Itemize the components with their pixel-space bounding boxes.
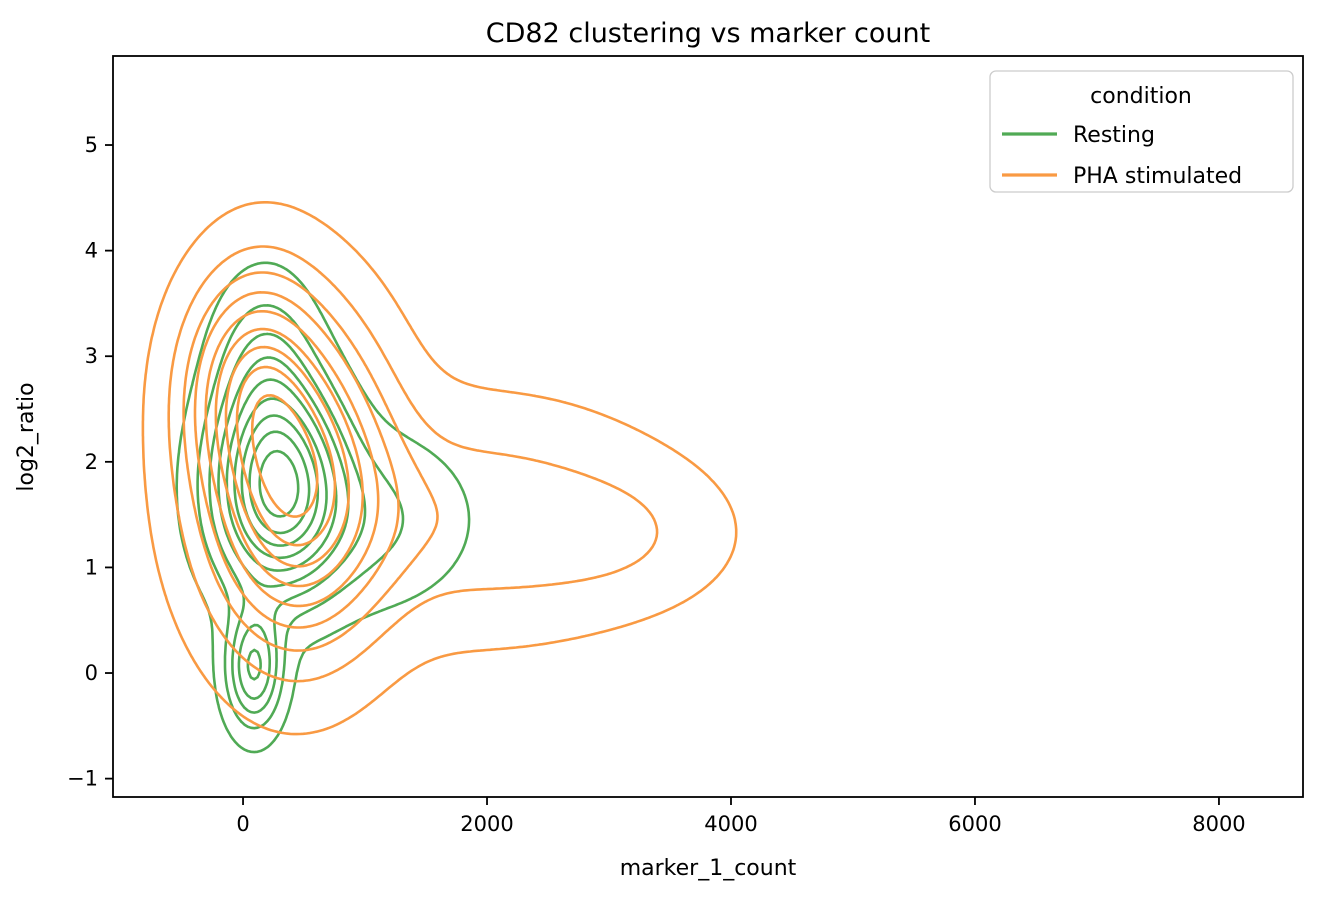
y-axis-label: log2_ratio bbox=[14, 382, 39, 491]
contour-line bbox=[204, 310, 380, 608]
legend-title: condition bbox=[1090, 84, 1192, 109]
y-tick-label: 0 bbox=[85, 661, 98, 685]
contour-line bbox=[141, 201, 738, 736]
contour-line bbox=[214, 327, 364, 588]
y-axis-ticks: −1 0 1 2 3 4 5 bbox=[67, 133, 113, 791]
contour-line bbox=[224, 345, 351, 568]
legend-label-resting: Resting bbox=[1073, 123, 1155, 148]
chart-title: CD82 clustering vs marker count bbox=[486, 18, 930, 49]
contour-line bbox=[193, 291, 400, 629]
y-tick-label: 2 bbox=[85, 450, 98, 474]
contour-group-pha-stimulated bbox=[141, 201, 738, 736]
x-tick-label: 0 bbox=[236, 812, 249, 836]
x-tick-label: 6000 bbox=[948, 812, 1001, 836]
x-axis-ticks: 0 2000 4000 6000 8000 bbox=[236, 797, 1246, 836]
contour-line bbox=[196, 304, 405, 730]
contour-line bbox=[182, 271, 439, 652]
contour-line bbox=[258, 449, 300, 518]
plot-area-border bbox=[112, 55, 1304, 798]
x-tick-label: 4000 bbox=[704, 812, 757, 836]
x-axis-label: marker_1_count bbox=[620, 856, 797, 881]
contour-line bbox=[208, 332, 367, 714]
contour-line bbox=[235, 365, 337, 547]
x-tick-label: 2000 bbox=[460, 812, 513, 836]
contour-line bbox=[248, 430, 311, 535]
contour-line bbox=[250, 394, 319, 518]
legend: condition Resting PHA stimulated bbox=[989, 70, 1294, 193]
y-tick-label: 5 bbox=[85, 133, 98, 157]
contour-line bbox=[217, 356, 350, 700]
y-tick-label: 4 bbox=[85, 239, 98, 263]
contour-line bbox=[167, 245, 659, 683]
y-tick-label: 1 bbox=[85, 555, 98, 579]
x-tick-label: 8000 bbox=[1192, 812, 1245, 836]
legend-label-pha-stimulated: PHA stimulated bbox=[1073, 164, 1242, 189]
contour-line bbox=[175, 261, 471, 754]
legend-box bbox=[989, 70, 1294, 193]
y-tick-label: 3 bbox=[85, 344, 98, 368]
y-tick-label: −1 bbox=[67, 767, 98, 791]
